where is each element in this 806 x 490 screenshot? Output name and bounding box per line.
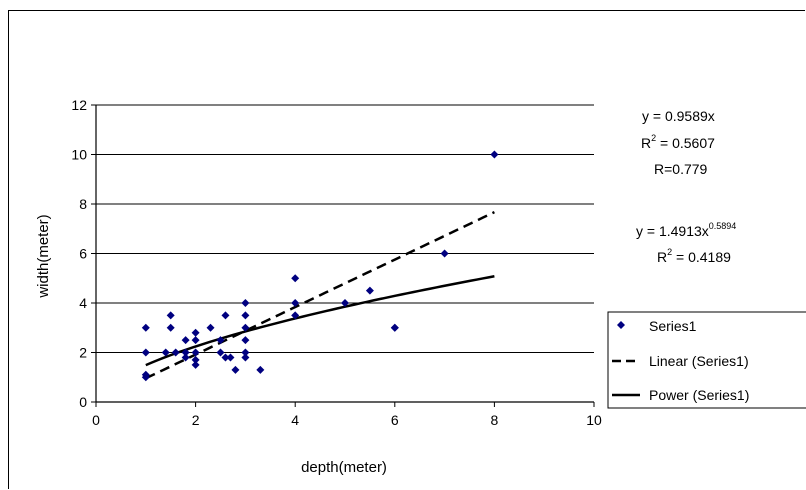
x-axis-label: depth(meter) [301,459,387,476]
data-point [390,323,399,332]
axes: 0 2 4 6 8 10 12 0 2 4 6 8 10 [71,97,602,428]
data-point [241,311,250,320]
data-point [191,328,200,337]
trendlines [145,211,495,380]
y-tick-label-6: 6 [79,246,87,262]
data-points [141,150,499,382]
data-point [191,348,200,357]
x-tick-label-2: 2 [192,412,200,428]
data-point [221,311,230,320]
y-tick-label-12: 12 [71,97,87,113]
legend-box [607,311,806,409]
y-tick-label-0: 0 [79,394,87,410]
legend-label-linear: Linear (Series1) [649,353,749,369]
linear-equation: y = 0.9589x [642,108,715,124]
data-point [291,311,300,320]
data-point [171,348,180,357]
power-equation: y = 1.4913x0.5894 [636,221,736,239]
data-point [256,365,265,374]
chart-area [8,10,805,489]
x-tick-label-6: 6 [391,412,399,428]
data-point [206,323,215,332]
data-point [181,336,190,345]
data-point [291,274,300,283]
y-axis-label: width(meter) [35,214,52,298]
data-point [191,355,200,364]
data-point [191,360,200,369]
data-point [241,323,250,332]
linear-r-value: R=0.779 [654,161,708,177]
data-point [241,353,250,362]
legend-label-series1: Series1 [649,318,697,334]
y-tick-label-2: 2 [79,345,87,361]
data-point [141,370,150,379]
data-point [231,365,240,374]
data-point [341,299,349,307]
data-point [490,150,499,159]
legend: Series1 Linear (Series1) Power (Series1) [607,311,806,409]
data-point [141,348,150,357]
linear-r-squared: R2 = 0.5607 [641,133,715,151]
data-point [241,348,250,357]
data-point [440,249,449,258]
data-point [216,348,225,357]
y-tick-label-10: 10 [71,147,87,163]
data-point [365,286,374,295]
data-point [191,336,200,345]
data-point [181,348,190,357]
x-tick-label-0: 0 [92,412,100,428]
legend-label-power: Power (Series1) [649,387,749,403]
x-tick-label-8: 8 [491,412,499,428]
power-r-squared: R2 = 0.4189 [657,247,731,265]
data-point [141,323,150,332]
linear-trendline [145,211,495,380]
x-tick-label-4: 4 [291,412,299,428]
x-tick-label-10: 10 [586,412,602,428]
legend-marker-series1 [617,321,625,329]
data-point [221,353,230,362]
data-point [166,311,175,320]
data-point [216,336,225,345]
y-tick-label-4: 4 [79,295,87,311]
data-point [161,348,170,357]
data-point [166,323,175,332]
data-point [291,299,300,307]
data-point [241,299,250,307]
data-point [226,353,235,362]
power-trendline [145,275,495,367]
data-point [241,336,250,345]
y-tick-label-8: 8 [79,196,87,212]
data-point [181,353,190,362]
